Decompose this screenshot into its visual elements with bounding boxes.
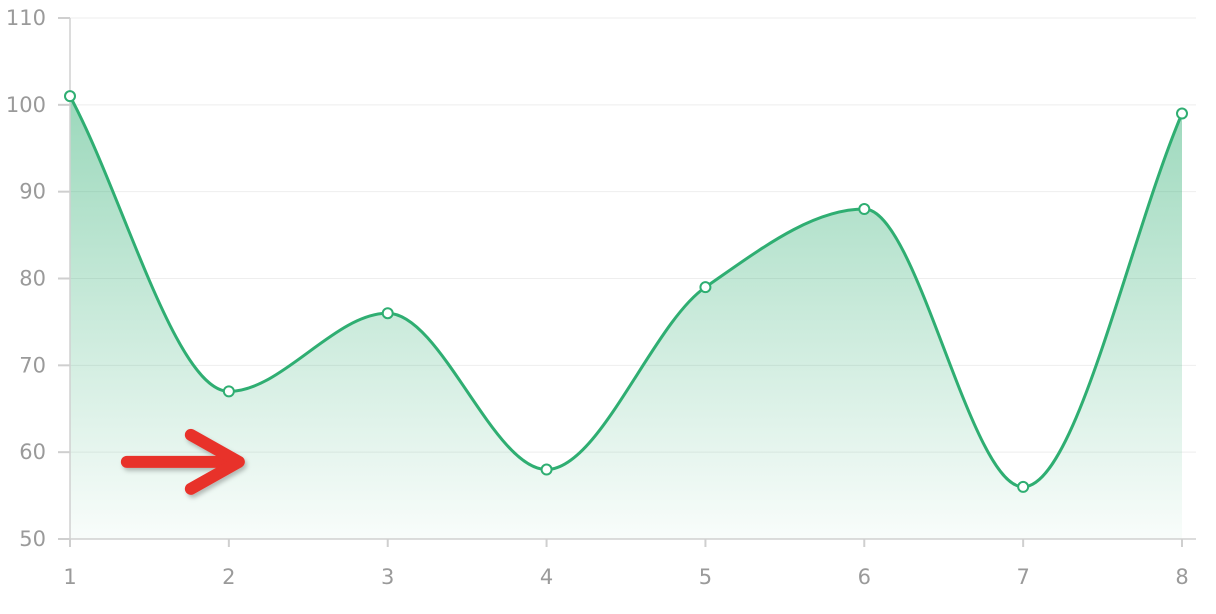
x-tick-label-8: 8 (1175, 565, 1188, 589)
series-area-fill (70, 96, 1182, 540)
grid-lines (70, 17, 1196, 453)
data-points (64, 90, 1188, 493)
y-tick-label-90: 90 (19, 180, 46, 204)
data-point-3[interactable] (381, 307, 394, 320)
data-point-4[interactable] (540, 463, 553, 476)
x-tick-label-5: 5 (699, 565, 712, 589)
axes (58, 17, 1196, 547)
annotation-layer (120, 428, 245, 495)
x-tick-label-1: 1 (63, 565, 76, 589)
data-point-5[interactable] (699, 281, 712, 294)
data-point-1[interactable] (64, 90, 76, 103)
x-tick-label-6: 6 (858, 565, 871, 589)
annotation-arrow-head (184, 428, 245, 495)
y-tick-label-70: 70 (19, 353, 46, 377)
y-tick-label-100: 100 (6, 93, 46, 117)
tick-labels: 50 60 70 80 90 100 110 1 2 3 4 5 6 7 8 (6, 6, 1189, 589)
annotation-arrow-icon (120, 428, 245, 495)
x-tick-label-3: 3 (381, 565, 394, 589)
y-tick-label-110: 110 (6, 6, 46, 30)
area-fill-layer (70, 96, 1182, 540)
data-point-6[interactable] (858, 203, 871, 216)
data-point-2[interactable] (222, 385, 235, 398)
x-tick-label-7: 7 (1016, 565, 1029, 589)
data-point-8[interactable] (1176, 107, 1188, 120)
x-tick-label-4: 4 (540, 565, 553, 589)
y-tick-label-60: 60 (19, 440, 46, 464)
x-tick-label-2: 2 (222, 565, 235, 589)
y-tick-label-50: 50 (19, 527, 46, 551)
y-tick-label-80: 80 (19, 267, 46, 291)
data-point-7[interactable] (1017, 480, 1030, 493)
